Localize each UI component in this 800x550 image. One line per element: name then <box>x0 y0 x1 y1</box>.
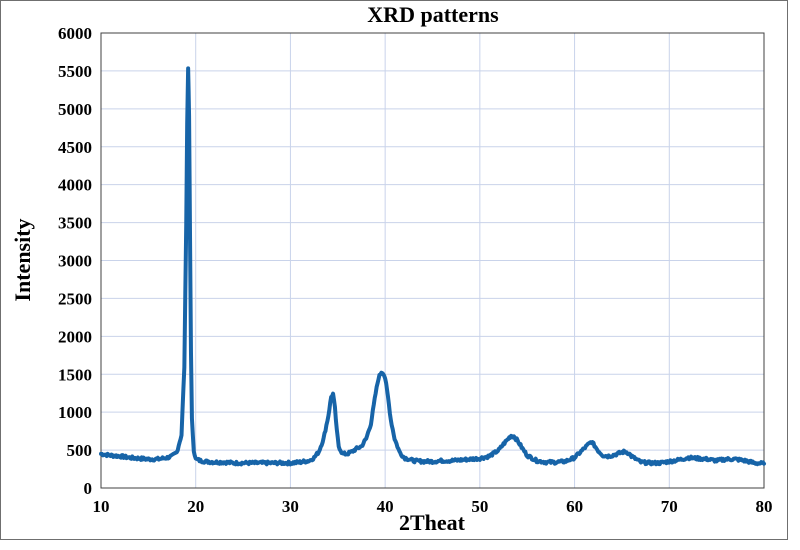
grid <box>101 33 764 488</box>
y-tick-label: 1000 <box>58 403 92 422</box>
y-tick-label: 2000 <box>58 327 92 346</box>
x-tick-label: 40 <box>377 497 394 516</box>
x-tick-label: 10 <box>93 497 110 516</box>
y-axis-ticks: 0 500 1000 1500 2000 2500 3000 3500 4000 4500 5000… <box>58 24 92 498</box>
y-tick-label: 2500 <box>58 289 92 308</box>
x-axis-title: 2Theat <box>399 510 466 535</box>
y-tick-label: 5500 <box>58 62 92 81</box>
x-tick-label: 50 <box>471 497 488 516</box>
x-tick-label: 80 <box>756 497 773 516</box>
y-tick-label: 3500 <box>58 214 92 233</box>
y-tick-label: 3000 <box>58 252 92 271</box>
plot-area-border <box>100 32 765 489</box>
y-tick-label: 6000 <box>58 24 92 43</box>
x-tick-label: 20 <box>187 497 204 516</box>
y-tick-label: 500 <box>67 441 93 460</box>
y-tick-label: 0 <box>84 479 93 498</box>
x-tick-label: 70 <box>661 497 678 516</box>
y-tick-label: 4500 <box>58 138 92 157</box>
y-axis-title: Intensity <box>10 218 35 301</box>
y-tick-label: 4000 <box>58 176 92 195</box>
y-tick-label: 1500 <box>58 365 92 384</box>
x-axis-ticks: 10 20 30 40 50 60 70 80 <box>93 497 773 516</box>
x-tick-label: 30 <box>282 497 299 516</box>
chart-title: XRD patterns <box>367 2 499 27</box>
series-line-xrd <box>99 66 766 467</box>
y-tick-label: 5000 <box>58 100 92 119</box>
x-tick-label: 60 <box>566 497 583 516</box>
